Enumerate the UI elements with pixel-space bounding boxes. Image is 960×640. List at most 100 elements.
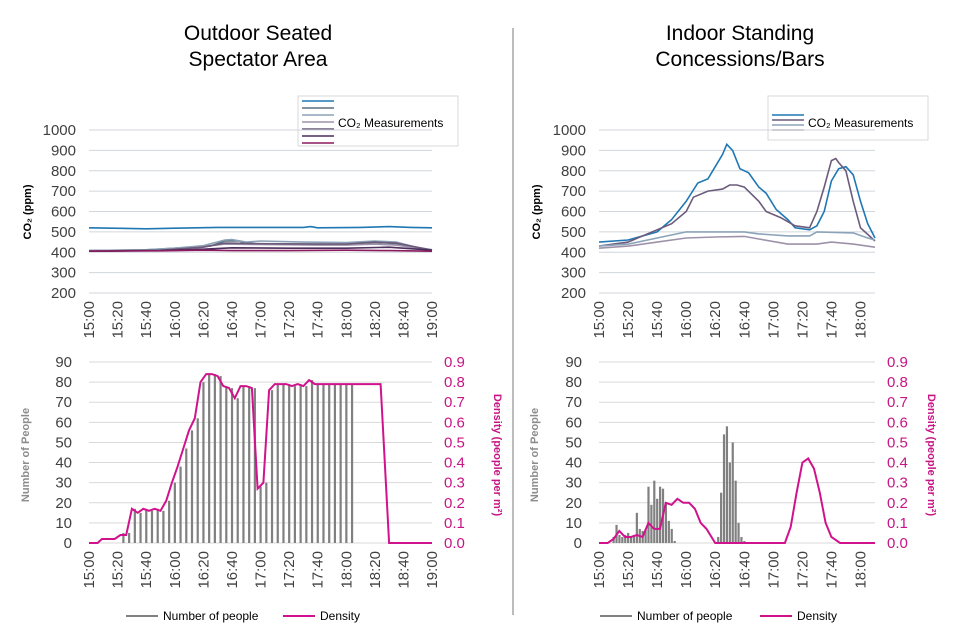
indoor-people-bar xyxy=(740,536,743,543)
indoor-people-bar xyxy=(632,534,636,543)
outdoor-co2-xtick: 19:00 xyxy=(424,301,441,339)
outdoor-people-xtick: 17:40 xyxy=(310,551,327,589)
indoor-people-bar xyxy=(720,492,723,543)
outdoor-co2-ytick: 900 xyxy=(51,142,76,159)
outdoor-people-bar xyxy=(208,374,211,543)
outdoor-co2-xtick: 18:40 xyxy=(395,301,412,339)
outdoor-co2-ytick: 400 xyxy=(51,244,76,261)
outdoor-people-bar xyxy=(282,384,285,543)
outdoor-people-ytick-right: 0.0 xyxy=(444,535,465,552)
outdoor-people-bar xyxy=(185,448,188,543)
indoor-people-xtick: 17:40 xyxy=(823,551,840,589)
indoor-people-bar xyxy=(629,536,633,543)
outdoor-co2-xtick: 16:40 xyxy=(224,301,241,339)
indoor-people-ytick-right: 0.0 xyxy=(887,535,908,552)
outdoor-people-ytick-right: 0.6 xyxy=(444,414,465,431)
outdoor-people-ytick-left: 60 xyxy=(55,414,72,431)
indoor-people-ytick-right: 0.7 xyxy=(887,394,908,411)
indoor-people-ytick-left: 90 xyxy=(565,354,582,371)
outdoor-people-bar xyxy=(145,508,148,543)
indoor-people-ytick-right: 0.6 xyxy=(887,414,908,431)
outdoor-people-bar xyxy=(310,380,314,543)
indoor-co2-ytick: 600 xyxy=(561,204,586,221)
outdoor-people-ytick-left: 20 xyxy=(55,495,72,512)
outdoor-co2-xtick: 15:00 xyxy=(81,301,98,339)
outdoor-people-bar xyxy=(328,384,331,543)
outdoor-people-ytick-right: 0.8 xyxy=(444,374,465,391)
outdoor-legend-people: Number of people xyxy=(163,609,259,623)
indoor-people-density-line xyxy=(599,457,875,544)
indoor-co2-sensor-2-line xyxy=(598,157,876,247)
outdoor-co2-ytick: 1000 xyxy=(43,122,76,139)
outdoor-people-bar xyxy=(128,532,131,543)
outdoor-people-bar xyxy=(276,384,279,543)
indoor-people-bar xyxy=(650,504,653,543)
indoor-people-ytick-left: 30 xyxy=(565,475,582,492)
outdoor-people-density-line xyxy=(89,373,432,544)
indoor-co2-xtick: 16:00 xyxy=(678,301,695,339)
indoor-people-bar xyxy=(664,502,668,543)
indoor-people-xtick: 16:20 xyxy=(707,551,724,589)
indoor-people-ytick-left: 40 xyxy=(565,455,582,472)
indoor-co2-ytick: 1000 xyxy=(553,122,586,139)
outdoor-people-bar xyxy=(219,376,222,543)
indoor-people-bar xyxy=(635,512,638,543)
outdoor-legend-density: Density xyxy=(320,609,360,623)
indoor-people-xtick: 16:40 xyxy=(736,551,753,589)
indoor-people-xtick: 15:40 xyxy=(649,551,666,589)
outdoor-people-bar xyxy=(190,430,194,543)
indoor-people-ytick-right: 0.3 xyxy=(887,475,908,492)
indoor-title-line1: Indoor Standing xyxy=(666,22,814,45)
indoor-legend-label: CO₂ Measurements xyxy=(808,116,913,130)
indoor-people-bar xyxy=(647,486,650,543)
outdoor-co2-ytick: 600 xyxy=(51,204,76,221)
indoor-people-ytick-right: 0.1 xyxy=(887,515,908,532)
indoor-legend-people: Number of people xyxy=(637,609,733,623)
indoor-people-bar xyxy=(743,540,746,543)
outdoor-co2-xtick: 17:00 xyxy=(253,301,270,339)
indoor-people-ytick-right: 0.2 xyxy=(887,495,908,512)
outdoor-density-ylabel: Density (people per m²) xyxy=(491,394,503,517)
outdoor-legend-label: CO₂ Measurements xyxy=(338,116,443,130)
indoor-co2-xtick: 17:00 xyxy=(765,301,782,339)
outdoor-people-ytick-left: 0 xyxy=(64,535,72,552)
indoor-people-bar xyxy=(728,462,731,543)
outdoor-people-xtick: 15:20 xyxy=(110,551,127,589)
outdoor-people-bar xyxy=(299,384,302,543)
indoor-people-ytick-left: 70 xyxy=(565,394,582,411)
outdoor-people-bar xyxy=(259,486,262,543)
indoor-co2-xtick: 15:00 xyxy=(591,301,608,339)
outdoor-people-bar xyxy=(202,382,205,543)
indoor-people-xtick: 17:00 xyxy=(765,551,782,589)
outdoor-co2-sensor-1-line xyxy=(88,225,433,230)
indoor-people-ytick-right: 0.5 xyxy=(887,434,908,451)
indoor-people-xtick: 17:20 xyxy=(794,551,811,589)
outdoor-people-bar xyxy=(196,418,199,543)
outdoor-people-bar xyxy=(288,384,291,543)
outdoor-people-bar xyxy=(122,532,125,543)
outdoor-co2-ytick: 700 xyxy=(51,183,76,200)
indoor-people-ytick-left: 10 xyxy=(565,515,582,532)
outdoor-people-bar xyxy=(139,512,142,543)
indoor-people-bar xyxy=(737,522,740,543)
outdoor-co2-xtick: 15:40 xyxy=(138,301,155,339)
outdoor-people-ytick-right: 0.5 xyxy=(444,434,465,451)
outdoor-people-bar xyxy=(173,482,176,543)
outdoor-people-xtick: 16:40 xyxy=(224,551,241,589)
outdoor-people-bar xyxy=(253,388,256,543)
indoor-people-bar xyxy=(653,480,656,543)
outdoor-bottom-legend: Number of people Density xyxy=(126,609,360,623)
outdoor-people-bar xyxy=(230,388,234,543)
outdoor-co2-xtick: 18:20 xyxy=(367,301,384,339)
outdoor-co2-ylabel: CO₂ (ppm) xyxy=(22,184,34,239)
indoor-people-bar xyxy=(673,540,676,543)
indoor-bottom-legend: Number of people Density xyxy=(600,609,837,623)
indoor-people-ytick-right: 0.4 xyxy=(887,455,908,472)
indoor-co2-sensor-4-line xyxy=(598,235,876,249)
outdoor-people-bar xyxy=(305,386,308,543)
indoor-people-xtick: 16:00 xyxy=(678,551,695,589)
outdoor-people-bar xyxy=(150,510,154,543)
outdoor-people-ylabel: Number of People xyxy=(20,408,32,502)
indoor-people-bar xyxy=(659,486,662,543)
outdoor-co2-ytick: 300 xyxy=(51,265,76,282)
